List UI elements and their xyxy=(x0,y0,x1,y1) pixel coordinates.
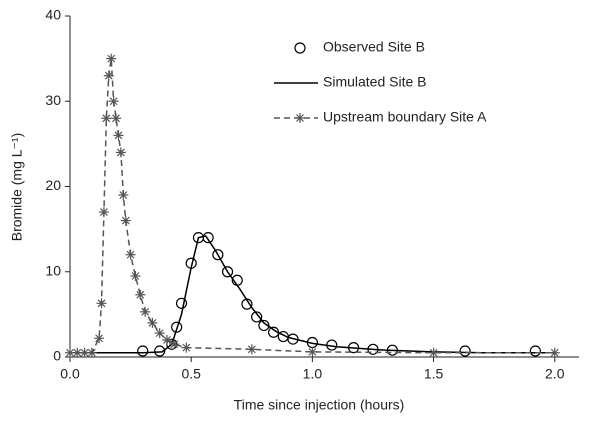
legend-label: Upstream boundary Site A xyxy=(323,109,487,125)
point-stroke xyxy=(73,348,82,357)
point xyxy=(108,96,119,107)
point-stroke xyxy=(102,114,111,123)
x-tick-label: 0.5 xyxy=(181,366,201,382)
point xyxy=(294,42,306,54)
point xyxy=(98,207,109,218)
point-stroke xyxy=(116,148,125,157)
point-stroke xyxy=(308,347,317,356)
point-stroke xyxy=(170,340,179,349)
point xyxy=(135,289,146,300)
legend-label: Simulated Site B xyxy=(323,74,427,90)
point xyxy=(161,334,172,345)
point xyxy=(113,130,124,141)
point-stroke xyxy=(296,114,304,122)
x-tick-label: 1.0 xyxy=(303,366,323,382)
point xyxy=(459,345,471,357)
point-stroke xyxy=(247,345,256,354)
point-stroke xyxy=(107,54,116,63)
point-stroke xyxy=(182,343,191,352)
point xyxy=(65,347,75,358)
point-stroke xyxy=(100,208,108,216)
point-stroke xyxy=(136,290,145,299)
point xyxy=(258,319,270,332)
point-stroke xyxy=(114,131,123,140)
point-stroke xyxy=(66,348,74,357)
legend-label: Observed Site B xyxy=(323,39,425,55)
point-stroke xyxy=(87,348,96,357)
point xyxy=(181,342,192,353)
y-tick-label: 20 xyxy=(45,177,61,193)
point xyxy=(169,339,180,350)
point xyxy=(94,333,105,344)
y-axis-label: Bromide (mg L⁻¹) xyxy=(9,133,25,242)
point xyxy=(130,271,141,282)
point xyxy=(175,297,188,309)
point-stroke xyxy=(80,348,89,357)
point xyxy=(529,345,541,357)
point-stroke xyxy=(429,348,438,357)
point-stroke xyxy=(121,216,130,225)
point xyxy=(212,249,224,261)
point xyxy=(101,113,112,124)
point xyxy=(202,232,214,244)
point xyxy=(137,345,149,357)
point-stroke xyxy=(112,114,120,123)
point xyxy=(295,113,305,123)
series-line xyxy=(70,235,555,354)
point-stroke xyxy=(104,71,113,80)
x-axis-label: Time since injection (hours) xyxy=(234,397,405,413)
x-tick-label: 2.0 xyxy=(545,366,565,382)
point xyxy=(111,113,122,124)
point-stroke xyxy=(155,329,164,338)
point xyxy=(251,311,263,323)
point-stroke xyxy=(126,250,135,259)
y-tick-label: 30 xyxy=(45,92,61,108)
point xyxy=(106,53,117,64)
point xyxy=(246,344,257,355)
point xyxy=(125,249,136,260)
point-stroke xyxy=(97,299,106,308)
y-tick-label: 0 xyxy=(53,348,61,364)
point xyxy=(154,328,165,339)
x-tick-label: 0.0 xyxy=(60,366,80,382)
point-stroke xyxy=(141,307,150,316)
point xyxy=(428,347,439,358)
point xyxy=(307,346,318,357)
x-tick-label: 1.5 xyxy=(424,366,444,382)
point xyxy=(154,345,166,357)
point xyxy=(549,347,560,358)
point-stroke xyxy=(109,97,118,106)
point xyxy=(115,147,126,158)
y-tick-label: 40 xyxy=(45,7,61,23)
point-stroke xyxy=(95,334,104,343)
point xyxy=(96,298,107,309)
point xyxy=(140,306,151,317)
point xyxy=(171,321,183,333)
point xyxy=(86,347,97,358)
point xyxy=(103,70,114,81)
y-tick-label: 10 xyxy=(45,262,61,278)
point-stroke xyxy=(148,318,157,327)
point xyxy=(118,190,129,201)
point xyxy=(221,266,234,278)
point-stroke xyxy=(119,191,128,199)
point-stroke xyxy=(131,272,140,280)
point-stroke xyxy=(163,336,171,344)
point xyxy=(120,215,131,226)
point xyxy=(147,317,158,328)
point-stroke xyxy=(550,348,559,357)
